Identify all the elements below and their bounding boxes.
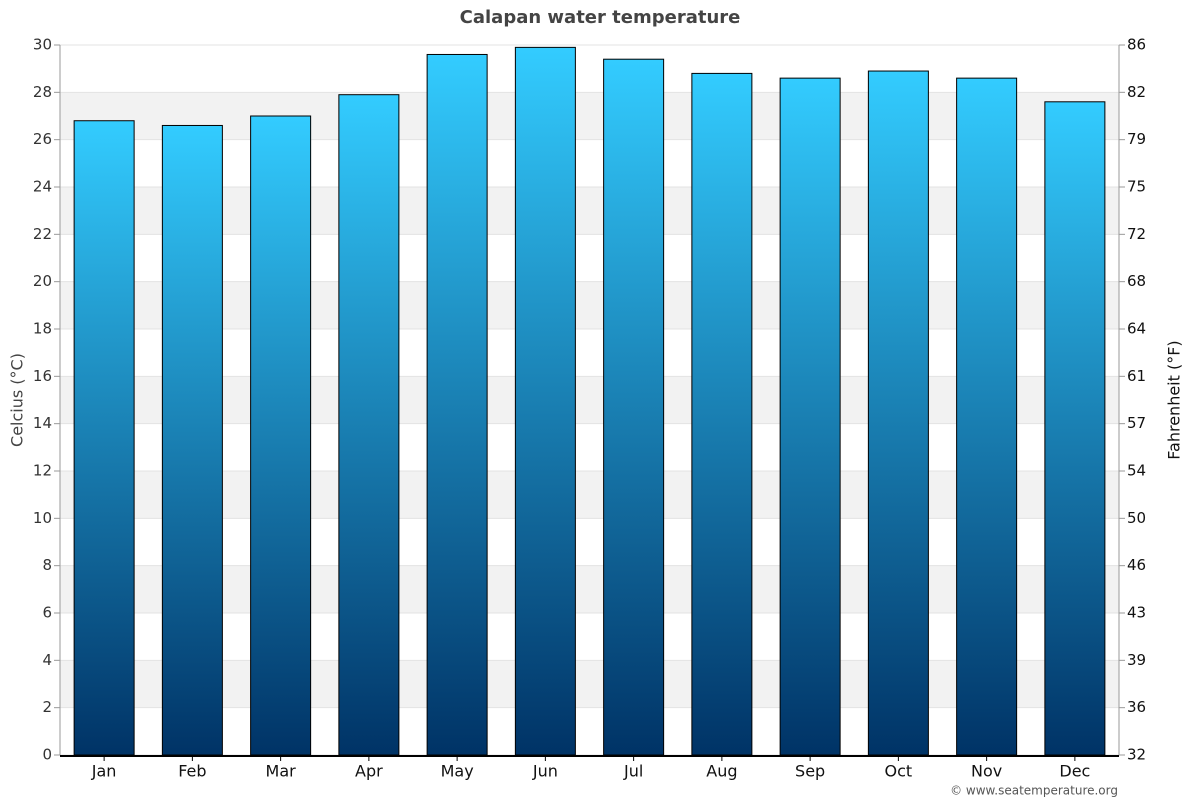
y-tick-label: 26 xyxy=(33,130,52,148)
y2-tick-label: 86 xyxy=(1127,36,1146,54)
y2-tick-label: 64 xyxy=(1127,320,1146,338)
bar xyxy=(1044,101,1106,756)
grid-band xyxy=(60,471,1119,519)
y-tick-label: 6 xyxy=(42,604,52,622)
bar xyxy=(161,124,223,756)
grid-band xyxy=(60,187,1119,235)
x-tick-label: May xyxy=(441,762,474,781)
y-tick-label: 28 xyxy=(33,83,52,101)
bar xyxy=(426,53,488,756)
x-tick-label: Jul xyxy=(623,762,643,781)
bar xyxy=(956,77,1018,756)
y2-tick-label: 46 xyxy=(1127,556,1146,574)
chart-title: Calapan water temperature xyxy=(460,7,741,28)
y-tick-label: 18 xyxy=(33,320,52,338)
bar xyxy=(867,70,929,756)
y-tick-label: 0 xyxy=(42,746,52,764)
x-tick-label: Feb xyxy=(178,762,206,781)
y2-tick-label: 61 xyxy=(1127,367,1146,385)
y2-tick-label: 82 xyxy=(1127,83,1146,101)
y2-tick-label: 32 xyxy=(1127,746,1146,764)
y2-tick-label: 79 xyxy=(1127,130,1146,148)
bar xyxy=(691,72,753,756)
y-tick-label: 20 xyxy=(33,272,52,290)
bar xyxy=(338,94,400,756)
y2-tick-label: 57 xyxy=(1127,414,1146,432)
x-tick-label: Dec xyxy=(1059,762,1090,781)
x-tick-label: Nov xyxy=(971,762,1002,781)
y2-tick-label: 50 xyxy=(1127,509,1146,527)
y-axis-label: Celcius (°C) xyxy=(8,353,27,447)
bar xyxy=(779,77,841,756)
x-tick-label: Mar xyxy=(266,762,297,781)
y-tick-label: 10 xyxy=(33,509,52,527)
bar xyxy=(250,115,312,756)
y-tick-label: 8 xyxy=(42,556,52,574)
y2-tick-label: 36 xyxy=(1127,698,1146,716)
y2-tick-label: 43 xyxy=(1127,604,1146,622)
credit: © www.seatemperature.org xyxy=(950,784,1118,798)
x-tick-label: Sep xyxy=(795,762,825,781)
y2-axis-label: Fahrenheit (°F) xyxy=(1165,340,1184,459)
x-tick-label: Oct xyxy=(885,762,913,781)
bar xyxy=(603,58,665,756)
y2-tick-label: 75 xyxy=(1127,178,1146,196)
grid-band xyxy=(60,376,1119,424)
y2-tick-label: 54 xyxy=(1127,462,1146,480)
bar xyxy=(514,46,576,756)
y-tick-label: 2 xyxy=(42,698,52,716)
y-tick-label: 12 xyxy=(33,462,52,480)
y-tick-label: 24 xyxy=(33,178,52,196)
grid-band xyxy=(60,92,1119,140)
y2-tick-label: 68 xyxy=(1127,272,1146,290)
bar xyxy=(73,120,135,756)
x-tick-label: Jan xyxy=(91,762,117,781)
y-tick-label: 14 xyxy=(33,414,52,432)
x-tick-label: Apr xyxy=(355,762,383,781)
y-tick-label: 30 xyxy=(33,36,52,54)
y2-tick-label: 39 xyxy=(1127,651,1146,669)
y-tick-label: 4 xyxy=(42,651,52,669)
grid-band xyxy=(60,565,1119,613)
grid-band xyxy=(60,281,1119,329)
y-tick-label: 16 xyxy=(33,367,52,385)
x-tick-label: Aug xyxy=(706,762,737,781)
grid-band xyxy=(60,660,1119,708)
x-tick-label: Jun xyxy=(532,762,558,781)
y2-tick-label: 72 xyxy=(1127,225,1146,243)
y-tick-label: 22 xyxy=(33,225,52,243)
